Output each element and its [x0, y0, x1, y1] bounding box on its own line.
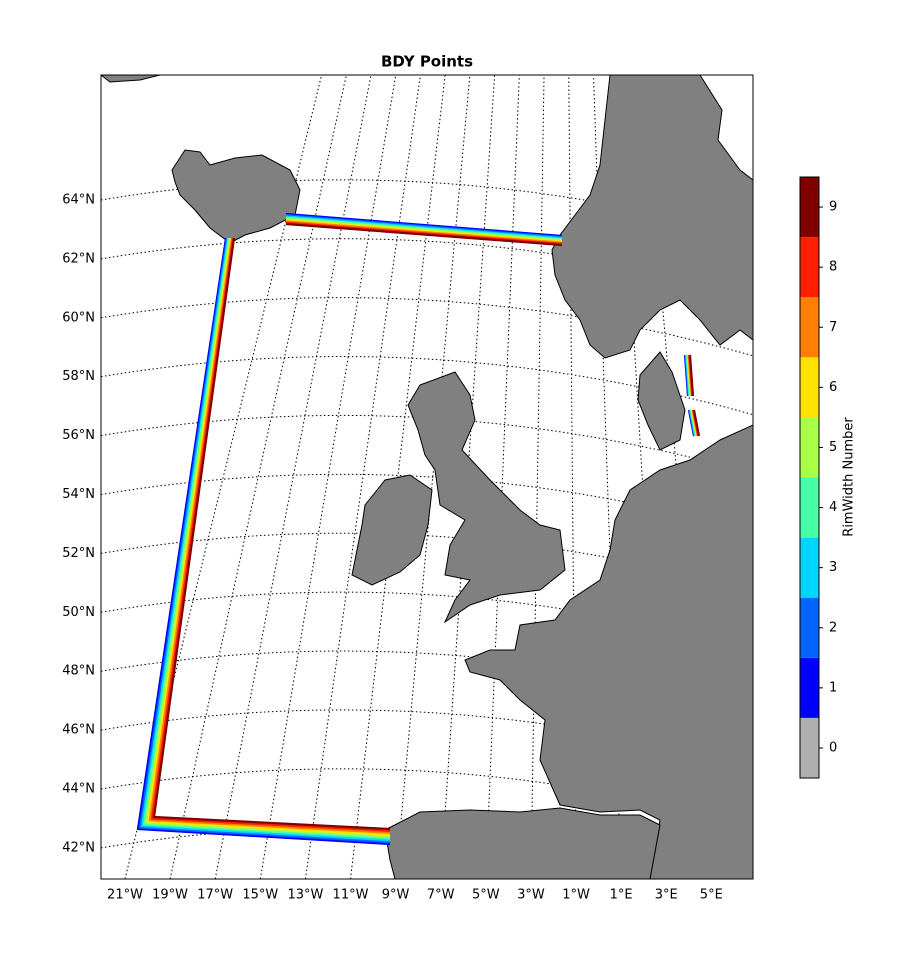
lat-label: 58°N [62, 369, 95, 384]
rim-band [138, 237, 391, 844]
denmark [637, 351, 686, 451]
lon-label: 3°E [655, 888, 678, 903]
colorbar-segment [800, 717, 819, 778]
rim-band [148, 237, 391, 834]
rim-band [688, 354, 695, 397]
rim-band [146, 237, 391, 836]
rim-band [285, 217, 563, 242]
land [101, 75, 753, 879]
scotland-england [407, 371, 566, 624]
rim-band [144, 237, 391, 838]
graticule [101, 75, 753, 879]
lat-label: 56°N [62, 428, 95, 443]
rim-band [136, 237, 391, 846]
rim-band [285, 214, 563, 239]
rim-band [285, 221, 563, 245]
lon-line [169, 75, 347, 879]
lon-label: 19°W [152, 888, 188, 903]
map-title: BDY Points [381, 53, 473, 71]
rim-band [140, 237, 391, 842]
colorbar-segment [800, 537, 819, 598]
lon-label: 5°E [700, 888, 723, 903]
lat-labels: 64°N 62°N 60°N 58°N 56°N 54°N 52°N 50°N 48°N 46°N… [62, 193, 95, 856]
rim-band [150, 237, 391, 832]
rim-band [285, 222, 563, 247]
lat-label: 44°N [62, 782, 95, 797]
lat-label: 42°N [62, 840, 95, 855]
colorbar-segment [800, 177, 819, 238]
lat-label: 50°N [62, 605, 95, 620]
lon-label: 5°W [472, 888, 500, 903]
colorbar-tick-label: 8 [829, 260, 837, 275]
map-frame [100, 74, 754, 880]
lon-label: 9°W [382, 888, 410, 903]
colorbar-segment [800, 237, 819, 298]
colorbar-label: RimWidth Number [842, 417, 857, 537]
colorbar-tick-label: 0 [829, 740, 837, 755]
colorbar-tick-label: 1 [829, 680, 837, 695]
lon-label: 3°W [517, 888, 545, 903]
colorbar-segment [800, 597, 819, 658]
lon-line [304, 75, 421, 879]
lon-label: 7°W [427, 888, 455, 903]
rim-band [142, 237, 391, 840]
colorbar-tick-label: 2 [829, 620, 837, 635]
greenland-edge [101, 75, 161, 83]
continental-europe [464, 424, 753, 879]
lon-line [259, 75, 397, 879]
lon-label: 17°W [197, 888, 233, 903]
rim-band [285, 216, 563, 241]
lon-line [350, 75, 446, 879]
colorbar-tick-label: 3 [829, 560, 837, 575]
colorbar-tick-label: 5 [829, 440, 837, 455]
lon-label: 15°W [242, 888, 278, 903]
ireland [351, 474, 433, 586]
lat-label: 52°N [62, 546, 95, 561]
lat-label: 46°N [62, 723, 95, 738]
colorbar-segment [800, 657, 819, 718]
rim-band [285, 219, 563, 243]
iberia [384, 807, 661, 879]
boundary-points [136, 212, 701, 846]
rim-band [152, 237, 391, 831]
lon-line [568, 75, 577, 879]
colorbar: 0 1 2 3 4 5 6 7 8 9 [799, 176, 837, 779]
lat-label: 54°N [62, 487, 95, 502]
lat-label: 64°N [62, 193, 95, 208]
lat-label: 60°N [62, 310, 95, 325]
rim-band [692, 409, 701, 437]
colorbar-tick-label: 9 [829, 200, 837, 215]
lon-label: 1°E [610, 888, 633, 903]
colorbar-segment [800, 297, 819, 358]
colorbar-outline [799, 176, 820, 779]
colorbar-tick-label: 4 [829, 500, 837, 515]
colorbar-tick-label: 6 [829, 380, 837, 395]
lon-line [530, 75, 545, 879]
lat-label: 48°N [62, 664, 95, 679]
colorbar-segment [800, 357, 819, 418]
lon-label: 1°W [562, 888, 590, 903]
lon-label: 11°W [333, 888, 369, 903]
colorbar-tick-label: 7 [829, 320, 837, 335]
lon-label: 13°W [287, 888, 323, 903]
colorbar-segment [800, 417, 819, 478]
lon-labels: 21°W 19°W 17°W 15°W 13°W 11°W 9°W 7°W 5°W 3°W 1°W 1… [107, 888, 723, 903]
rim-band [285, 215, 563, 240]
lat-label: 62°N [62, 251, 95, 266]
colorbar-segment [800, 477, 819, 538]
lon-label: 21°W [107, 888, 143, 903]
scandinavia [551, 75, 753, 359]
rim-band [285, 220, 563, 244]
rim-band [285, 212, 563, 238]
